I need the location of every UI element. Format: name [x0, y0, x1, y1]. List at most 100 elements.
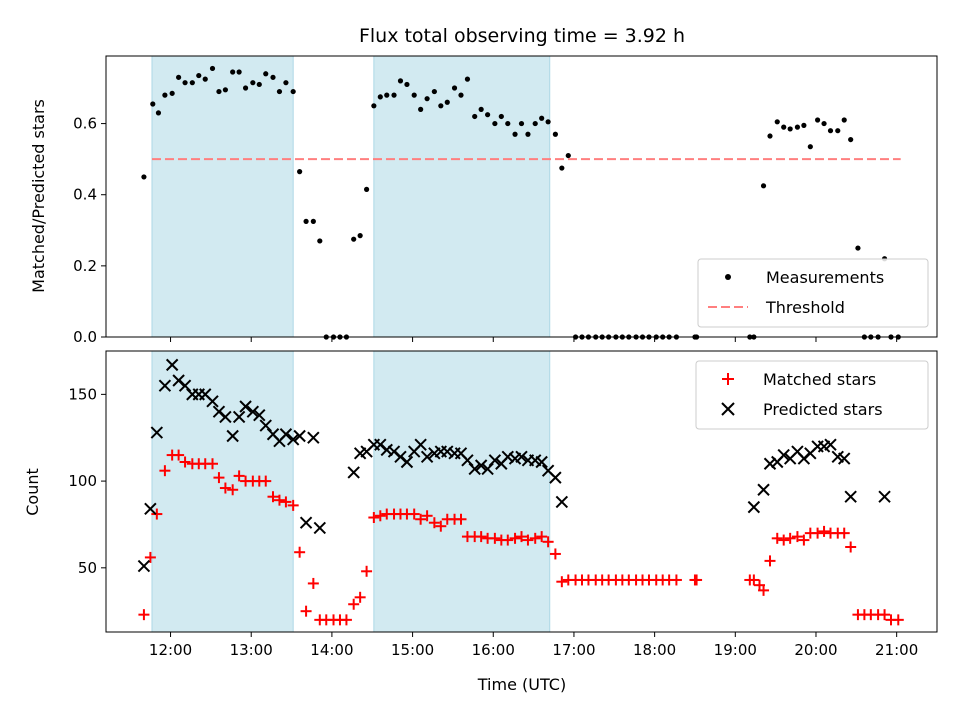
predicted-stars-point: [844, 490, 857, 503]
measurement-point: [787, 126, 793, 132]
matched-stars-point: [273, 494, 285, 506]
measurement-point: [391, 92, 397, 98]
measurement-point: [357, 233, 363, 239]
legend-threshold-label: Threshold: [765, 298, 845, 317]
measurement-point: [848, 136, 854, 143]
predicted-stars-point: [414, 438, 427, 451]
predicted-stars-point: [777, 448, 790, 462]
predicted-stars-point: [150, 426, 164, 439]
matched-stars-point: [529, 532, 541, 544]
measurement-point: [263, 71, 269, 77]
x-tick-label: 20:00: [794, 641, 837, 659]
predicted-stars-point: [239, 400, 252, 413]
measurement-point: [209, 65, 216, 72]
matched-stars-point: [748, 574, 760, 586]
predicted-stars-point: [158, 379, 172, 392]
matched-stars-point: [361, 565, 373, 577]
measurement-point: [276, 88, 283, 95]
measurement-point: [162, 92, 168, 98]
predicted-stars-point: [838, 452, 851, 465]
measurement-point: [169, 90, 175, 96]
matched-stars-point: [838, 527, 850, 539]
observing-interval-1: [373, 350, 551, 633]
matched-stars-point: [771, 532, 783, 544]
matched-stars-point: [348, 598, 360, 610]
legend-predicted-label: Predicted stars: [763, 400, 883, 419]
y-tick-label: 0.6: [73, 115, 97, 133]
matched-stars-point: [549, 548, 561, 560]
matched-stars-point: [408, 508, 420, 520]
measurement-point: [363, 186, 370, 192]
top-panel-legend: Measurements Threshold: [697, 258, 929, 328]
predicted-stars-point: [137, 559, 151, 573]
predicted-stars-point: [253, 408, 266, 422]
y-tick-label: 0.4: [73, 186, 97, 204]
matched-stars-point: [368, 512, 380, 524]
legend-measurements-label: Measurements: [766, 268, 884, 287]
top-panel-ylabel: Matched/Predicted stars: [29, 99, 48, 293]
measurement-point: [424, 96, 430, 102]
predicted-stars-point: [535, 455, 548, 469]
measurement-point: [310, 218, 316, 224]
measurement-point: [242, 85, 249, 91]
matched-stars-point: [227, 484, 239, 496]
matched-stars-point: [542, 536, 554, 548]
measurement-point: [505, 120, 511, 127]
predicted-stars-point: [144, 502, 157, 516]
predicted-stars-point: [293, 429, 306, 443]
measurement-point: [539, 115, 545, 121]
x-tick-label: 18:00: [633, 641, 676, 659]
matched-stars-point: [791, 531, 803, 543]
matched-stars-point: [892, 614, 904, 626]
matched-stars-point: [260, 475, 272, 487]
measurement-point: [377, 94, 383, 100]
matched-stars-point: [421, 510, 433, 522]
matched-stars-point: [340, 614, 352, 626]
predicted-stars-point: [279, 428, 293, 441]
observing-interval-0: [151, 55, 294, 338]
measurement-point: [492, 120, 498, 127]
predicted-stars-point: [246, 405, 260, 418]
measurement-point: [781, 124, 787, 130]
measurement-point: [290, 88, 296, 95]
matched-stars-point: [556, 576, 568, 588]
measurement-point: [855, 245, 861, 251]
matched-stars-point: [151, 508, 163, 520]
measurement-point: [801, 122, 807, 128]
measurement-point: [444, 99, 450, 105]
matched-stars-point: [489, 532, 501, 544]
predicted-stars-point: [232, 410, 246, 424]
matched-stars-point: [307, 577, 319, 589]
matched-stars-point: [798, 534, 810, 546]
measurement-point: [189, 80, 195, 86]
measurement-point: [196, 72, 202, 79]
y-tick-label: 0.2: [73, 257, 97, 275]
y-tick-label: 150: [68, 385, 97, 403]
predicted-stars-point: [165, 358, 179, 372]
measurement-point: [404, 81, 410, 88]
predicted-stars-point: [307, 431, 320, 444]
matched-stars-point: [818, 525, 830, 537]
x-tick-label: 15:00: [391, 641, 434, 659]
predicted-stars-point: [747, 500, 761, 514]
predicted-stars-point: [286, 433, 300, 446]
measurement-point: [532, 120, 538, 127]
predicted-stars-point: [824, 438, 837, 451]
predicted-stars-point: [549, 471, 562, 484]
matched-stars-point: [758, 584, 770, 596]
matched-stars-point: [159, 465, 171, 477]
predicted-stars-point: [501, 450, 514, 464]
predicted-stars-point: [468, 462, 481, 476]
measurement-point: [155, 110, 162, 116]
measurement-point: [559, 165, 565, 171]
predicted-stars-point: [206, 395, 219, 408]
observing-interval-1: [373, 55, 551, 338]
measurement-point: [141, 174, 147, 180]
x-tick-label: 12:00: [149, 641, 192, 659]
x-tick-label: 17:00: [552, 641, 595, 659]
predicted-stars-point: [299, 516, 313, 529]
measurement-point: [841, 117, 847, 123]
legend-matched-marker: [722, 373, 734, 385]
top-panel-frame: [105, 55, 938, 338]
